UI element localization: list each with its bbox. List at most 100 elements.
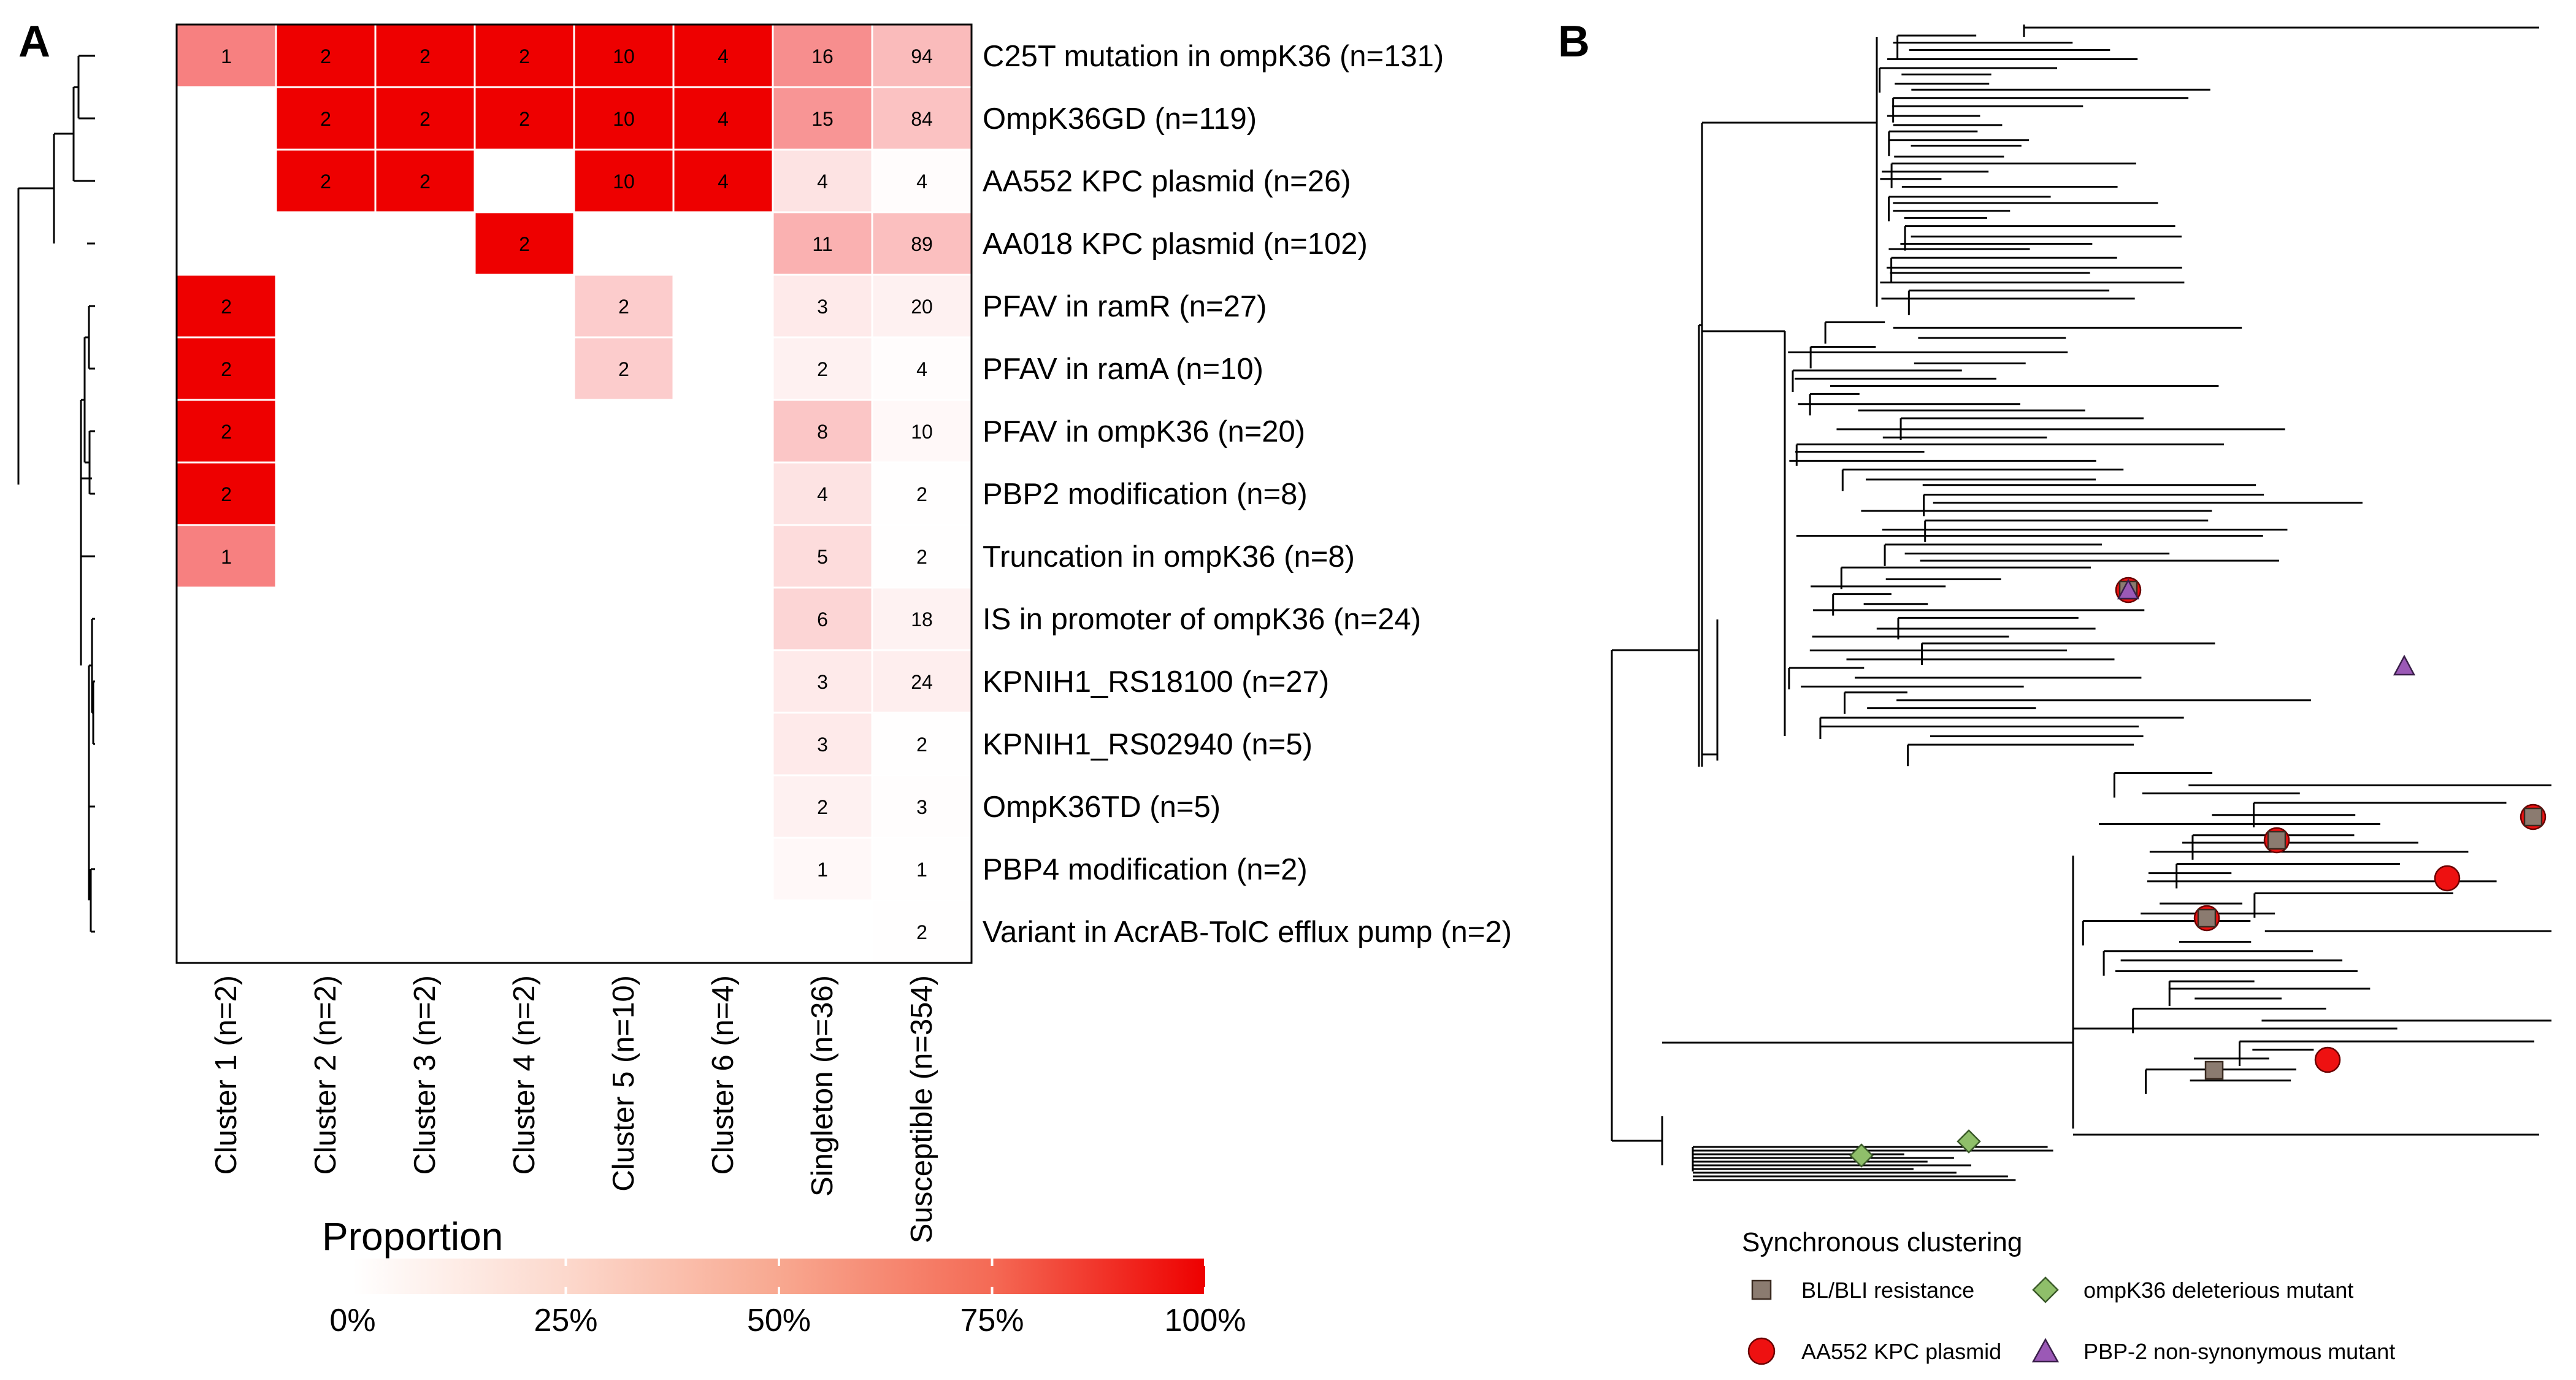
heatmap-cell — [871, 274, 973, 339]
tree-legend-title: Synchronous clustering — [1742, 1227, 2022, 1257]
row-label: PFAV in ramA (n=10) — [983, 353, 1263, 386]
bl-bli-marker — [2523, 807, 2543, 827]
proportion-colorbar-ticks — [351, 1259, 1206, 1294]
aa552-marker — [2314, 1046, 2341, 1073]
legend-item-ompk36: ompK36 deleterious mutant — [2032, 1276, 2353, 1303]
cell-value: 8 — [817, 421, 828, 443]
triangle-icon — [2031, 1338, 2060, 1363]
proportion-colorbar-tick-labels: 0% 25% 50% 75% 100% — [329, 1303, 1246, 1338]
row-label: PFAV in ompK36 (n=20) — [983, 415, 1305, 448]
bl-bli-marker — [2267, 830, 2287, 850]
cell-value: 10 — [911, 421, 933, 443]
row-label: PBP4 modification (n=2) — [983, 853, 1308, 886]
heatmap-cell — [573, 274, 675, 339]
heatmap-cell — [871, 649, 973, 714]
heatmap-cell — [374, 86, 476, 151]
row-label: OmpK36GD (n=119) — [983, 102, 1257, 136]
cell-value: 1 — [916, 859, 927, 881]
heatmap-cell — [672, 148, 774, 213]
bl-bli-marker — [2197, 908, 2217, 928]
cell-value: 4 — [817, 171, 828, 193]
cell-value: 5 — [817, 546, 828, 568]
panel-a-label: A — [18, 17, 50, 66]
tree-markers — [1849, 577, 2547, 1168]
cell-value: 4 — [718, 45, 729, 67]
cell-value: 4 — [916, 171, 927, 193]
cell-value: 1 — [221, 45, 232, 67]
heatmap-cell — [275, 148, 377, 213]
cell-value: 2 — [519, 45, 530, 67]
circle-icon — [1747, 1337, 1776, 1365]
heatmap-cell — [275, 23, 377, 88]
pbp2-marker — [2393, 654, 2416, 676]
colorbar-tick-label: 25% — [534, 1303, 597, 1338]
cell-value: 10 — [613, 45, 635, 67]
heatmap-frame — [175, 23, 973, 964]
column-label: Cluster 6 (n=4) — [707, 975, 740, 1175]
heatmap-cell — [772, 148, 873, 213]
heatmap-cell — [573, 336, 675, 401]
colorbar-tick-label: 75% — [960, 1303, 1024, 1338]
heatmap-cell — [871, 774, 973, 839]
heatmap-cell — [772, 274, 873, 339]
cell-value: 89 — [911, 233, 933, 255]
row-dendrogram — [17, 55, 95, 933]
cell-value: 94 — [911, 45, 933, 67]
cell-value: 2 — [320, 171, 331, 193]
row-label: PBP2 modification (n=8) — [983, 478, 1308, 511]
cell-value: 2 — [320, 45, 331, 67]
synchronous-clustering-legend: Synchronous clustering BL/BLI resistance… — [1742, 1227, 2395, 1365]
cell-value: 2 — [817, 358, 828, 380]
cell-value: 24 — [911, 671, 933, 693]
cell-value: 2 — [420, 45, 431, 67]
legend-item-bl-bli: BL/BLI resistance — [1751, 1278, 1974, 1303]
heatmap-cell — [573, 86, 675, 151]
aa552-marker — [2434, 865, 2461, 892]
cell-value: 2 — [420, 108, 431, 130]
square-icon — [1751, 1279, 1772, 1300]
column-label: Cluster 2 (n=2) — [309, 975, 342, 1175]
heatmap-cell — [772, 461, 873, 526]
row-label: AA552 KPC plasmid (n=26) — [983, 165, 1351, 198]
heatmap-cell — [871, 148, 973, 213]
cell-value: 2 — [618, 358, 629, 380]
row-label: Variant in AcrAB-TolC efflux pump (n=2) — [983, 916, 1512, 949]
cell-value: 2 — [916, 921, 927, 943]
row-label: C25T mutation in ompK36 (n=131) — [983, 40, 1444, 73]
cell-value: 20 — [911, 296, 933, 318]
heatmap-cell — [772, 211, 873, 276]
heatmap-cell — [772, 711, 873, 776]
heatmap-cell — [175, 524, 277, 589]
heatmap-cell — [772, 336, 873, 401]
heatmap: 1 2 2 2 10 4 16 942 2 2 10 4 15 842 2 10 4 4 42 11 892 2 3 202 2… — [175, 23, 1512, 1243]
cell-value: 15 — [811, 108, 834, 130]
legend-label-ompk36: ompK36 deleterious mutant — [2083, 1278, 2353, 1303]
legend-label-bl-bli: BL/BLI resistance — [1801, 1278, 1974, 1303]
heatmap-cell — [772, 86, 873, 151]
heatmap-cell — [473, 211, 575, 276]
cell-value: 16 — [811, 45, 834, 67]
heatmap-cell — [672, 23, 774, 88]
column-label: Cluster 5 (n=10) — [607, 975, 640, 1192]
legend-label-pbp2: PBP-2 non-synonymous mutant — [2083, 1339, 2395, 1364]
row-label: Truncation in ompK36 (n=8) — [983, 540, 1355, 573]
cell-value: 2 — [817, 796, 828, 818]
legend-item-pbp2: PBP-2 non-synonymous mutant — [2031, 1338, 2395, 1364]
colorbar-tick-label: 0% — [329, 1303, 375, 1338]
cell-value: 2 — [916, 546, 927, 568]
cell-value: 4 — [916, 358, 927, 380]
bl-bli-marker — [2204, 1060, 2224, 1080]
heatmap-cell — [772, 774, 873, 839]
heatmap-cell — [374, 148, 476, 213]
cell-value: 2 — [221, 421, 232, 443]
cell-value: 2 — [519, 108, 530, 130]
colorbar-tick-label: 100% — [1165, 1303, 1246, 1338]
ompk36-marker — [1849, 1143, 1874, 1168]
cell-value: 2 — [420, 171, 431, 193]
heatmap-cell — [175, 461, 277, 526]
cell-value: 2 — [320, 108, 331, 130]
cell-value: 1 — [817, 859, 828, 881]
row-label: AA018 KPC plasmid (n=102) — [983, 228, 1368, 261]
phylogenetic-tree — [1611, 25, 2551, 1181]
